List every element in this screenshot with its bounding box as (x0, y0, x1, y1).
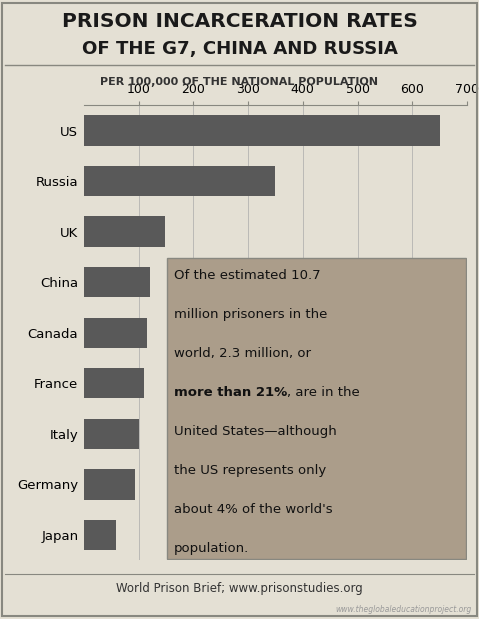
Bar (84, 318, 148, 348)
Bar (84, 469, 135, 500)
Text: United States—although: United States—although (173, 425, 336, 438)
Text: million prisoners in the: million prisoners in the (173, 308, 327, 321)
FancyBboxPatch shape (167, 258, 466, 559)
Text: www.theglobaleducationproject.org: www.theglobaleducationproject.org (336, 605, 472, 614)
Bar (84, 520, 115, 550)
Text: OF THE G7, CHINA AND RUSSIA: OF THE G7, CHINA AND RUSSIA (81, 40, 398, 58)
Text: World Prison Brief; www.prisonstudies.org: World Prison Brief; www.prisonstudies.or… (116, 581, 363, 595)
Text: PER 100,000 OF THE NATIONAL POPULATION: PER 100,000 OF THE NATIONAL POPULATION (101, 77, 378, 87)
Bar (84, 115, 440, 145)
Text: the US represents only: the US represents only (173, 464, 326, 477)
Text: , are in the: , are in the (287, 386, 360, 399)
Text: more than 21%: more than 21% (173, 386, 287, 399)
Text: world, 2.3 million, or: world, 2.3 million, or (173, 347, 310, 360)
Text: Of the estimated 10.7: Of the estimated 10.7 (173, 269, 320, 282)
Bar (84, 217, 165, 247)
Text: about 4% of the world's: about 4% of the world's (173, 503, 332, 516)
Bar (84, 368, 144, 399)
Text: population.: population. (173, 542, 249, 555)
Bar (84, 418, 138, 449)
Bar (84, 267, 149, 297)
Bar (84, 166, 275, 196)
Text: PRISON INCARCERATION RATES: PRISON INCARCERATION RATES (62, 12, 417, 32)
